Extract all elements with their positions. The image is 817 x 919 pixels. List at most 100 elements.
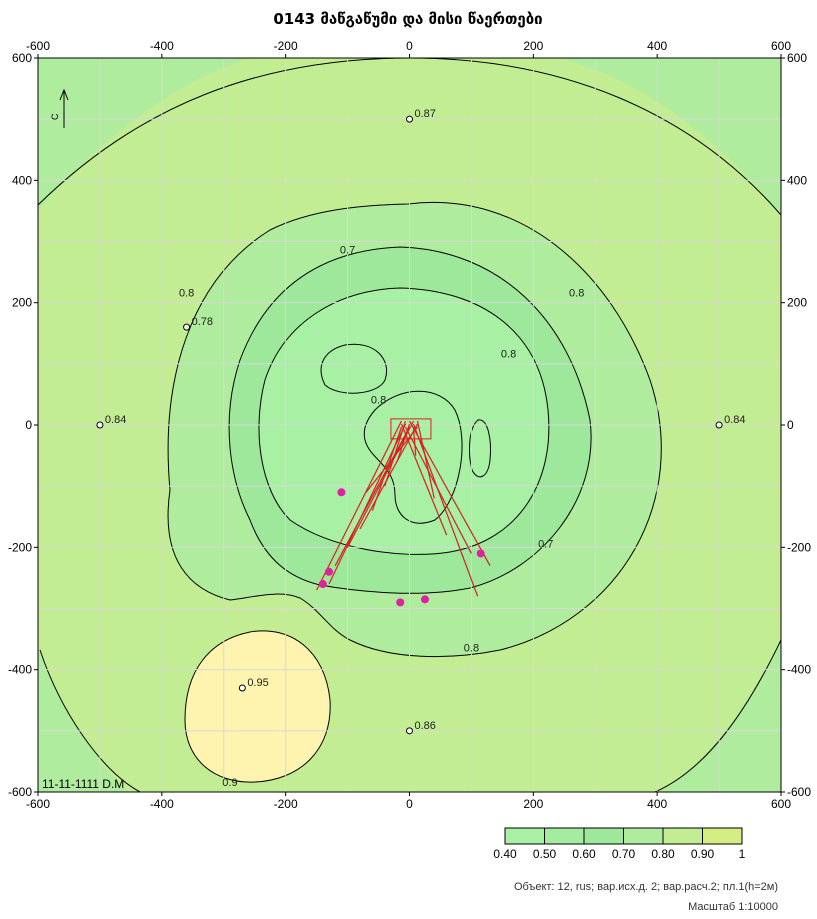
- source-line: [316, 420, 403, 591]
- y-tick-label-left: -400: [8, 663, 32, 677]
- point-label: 0.84: [724, 414, 745, 426]
- region-corner-top-left: [38, 58, 250, 210]
- svg-text:С: С: [50, 113, 60, 120]
- receptor-dot: [318, 580, 327, 589]
- contour-0.9-region: [184, 630, 331, 783]
- contour-label: 0.7: [538, 538, 553, 550]
- y-tick-label-right: 400: [787, 173, 807, 187]
- contour-label: 0.8: [501, 349, 516, 361]
- region-corner-top-right: [560, 58, 781, 215]
- north-arrow-icon: С: [50, 88, 69, 128]
- legend-swatch: [662, 827, 703, 845]
- contour-inner-right: [469, 419, 491, 478]
- footer-scale: Масштаб 1:10000: [688, 901, 778, 913]
- source-lines: [316, 418, 491, 597]
- contour-label: 0.8: [569, 288, 584, 300]
- point-label: 0.87: [415, 108, 436, 120]
- legend-swatch: [623, 827, 664, 845]
- legend-swatch: [504, 827, 545, 845]
- point-label: 0.84: [105, 414, 126, 426]
- region-corner-bottom-left: [38, 650, 130, 792]
- x-tick-label-top: 0: [406, 39, 413, 53]
- x-tick-label-top: -400: [150, 39, 174, 53]
- point-label: 0.78: [192, 316, 213, 328]
- y-tick-label-right: 200: [787, 296, 807, 310]
- point-marker: [715, 421, 723, 429]
- point-label: 0.86: [415, 720, 436, 732]
- x-tick-label-bottom: -600: [26, 797, 50, 811]
- contour-0.6: [258, 287, 550, 555]
- contour-label: 0.8: [371, 395, 386, 407]
- point-label: 0.95: [247, 677, 268, 689]
- receptor-dot: [337, 488, 346, 497]
- legend-label: 0.50: [533, 847, 557, 861]
- y-tick-label-right: -600: [787, 785, 811, 799]
- x-tick-label-top: -200: [274, 39, 298, 53]
- contour-outer: [38, 58, 781, 216]
- source-line: [408, 420, 491, 566]
- point-marker: [406, 727, 413, 735]
- axis-ticks: -600-600-400-400-200-2000020020040040060…: [8, 39, 811, 811]
- legend: 0.40 0.50 0.60 0.70 0.80 0.90 1: [493, 827, 746, 861]
- receptor-dot: [420, 595, 429, 604]
- y-tick-label-left: 400: [12, 173, 32, 187]
- x-tick-label-top: 600: [771, 39, 791, 53]
- region-corner-bottom-right: [660, 640, 781, 792]
- x-tick-label-bottom: 0: [406, 797, 413, 811]
- source-line: [334, 426, 411, 566]
- contour-inner-left: [320, 343, 387, 394]
- plot-area: 0.870.780.84 0.840.950.86 0.70.8 0.80.80.8…: [38, 58, 781, 792]
- source-area: [390, 418, 432, 440]
- source-line: [365, 426, 418, 493]
- y-tick-label-left: -600: [8, 785, 32, 799]
- source-line: [416, 420, 435, 499]
- y-tick-label-right: -200: [787, 540, 811, 554]
- x-tick-label-top: 400: [647, 39, 667, 53]
- legend-label: 0.90: [691, 847, 715, 861]
- x-tick-label-top: -600: [26, 39, 50, 53]
- value-points: 0.87 0.78 0.84 0.84 0.95 0.86: [96, 108, 746, 735]
- legend-label: 0.60: [572, 847, 596, 861]
- footer-object: Объект: 12, rus; вар.исх.д. 2; вар.расч.…: [514, 881, 778, 893]
- point-marker: [183, 323, 191, 331]
- legend-swatch: [583, 827, 624, 845]
- receptor-dot: [325, 567, 334, 576]
- contour-label: 0.8: [179, 288, 194, 300]
- grid-lines: [38, 58, 781, 792]
- point-marker: [238, 684, 246, 692]
- source-line: [400, 423, 448, 536]
- x-tick-label-top: 200: [523, 39, 543, 53]
- point-marker: [96, 421, 104, 429]
- legend-swatch: [544, 827, 585, 845]
- contour-label: 0.8: [464, 642, 479, 654]
- legend-label: 0.80: [651, 847, 675, 861]
- source-line: [359, 423, 419, 530]
- receptor-dot: [476, 549, 485, 558]
- y-tick-label-left: 600: [12, 51, 32, 65]
- y-tick-label-right: 0: [787, 418, 794, 432]
- chart-title: 0143 მაწგაწუმი და მისი წაერთები: [273, 10, 542, 28]
- y-tick-label-left: -200: [8, 540, 32, 554]
- source-line: [347, 420, 415, 548]
- source-line: [412, 423, 479, 597]
- x-tick-label-bottom: 400: [647, 797, 667, 811]
- stamp-text: 11-11-1111 D.M: [42, 777, 124, 791]
- receptor-dot: [396, 598, 405, 607]
- receptor-markers: [318, 488, 485, 607]
- legend-label: 0.40: [493, 847, 517, 861]
- source-line: [384, 420, 407, 487]
- contour-label: 0.7: [340, 245, 355, 257]
- contour-outer-bottom: [39, 649, 141, 792]
- x-tick-label-bottom: 600: [771, 797, 791, 811]
- contour-labels: 0.7 0.8 0.8 0.8 0.8 0.7 0.8 0.9: [179, 245, 584, 789]
- y-tick-label-right: 600: [787, 51, 807, 65]
- legend-label: 1: [739, 847, 746, 861]
- x-tick-label-bottom: -200: [274, 797, 298, 811]
- contour-label: 0.9: [222, 777, 237, 789]
- legend-label: 0.70: [612, 847, 636, 861]
- contour-outer-bottom-right: [654, 639, 781, 792]
- contour-inner-center: [363, 390, 463, 524]
- y-tick-label-left: 0: [25, 418, 32, 432]
- point-marker: [406, 115, 413, 123]
